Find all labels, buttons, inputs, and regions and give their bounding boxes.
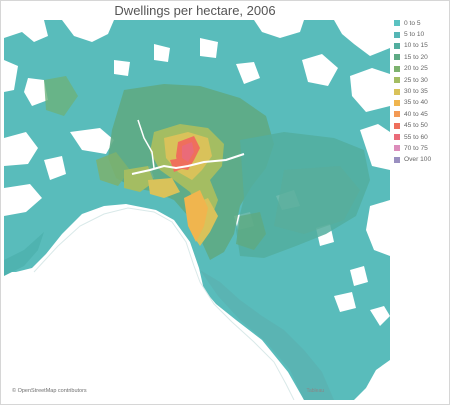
map-canvas[interactable] <box>4 20 390 400</box>
map-title: Dwellings per hectare, 2006 <box>114 3 276 18</box>
legend-item[interactable]: 70 to 75 <box>394 143 448 153</box>
legend-item[interactable]: 45 to 50 <box>394 121 448 131</box>
density-west-footscray <box>124 166 154 192</box>
legend-label: 5 to 10 <box>404 31 425 39</box>
map-logo: Tableau <box>306 388 324 394</box>
legend-item[interactable]: 25 to 30 <box>394 75 448 85</box>
density-port-melbourne <box>148 178 180 198</box>
legend-item[interactable]: 10 to 15 <box>394 41 448 51</box>
port-phillip-bay <box>34 208 294 400</box>
legend-item[interactable]: 5 to 10 <box>394 29 448 39</box>
density-55-60-core <box>182 142 194 162</box>
maribyrnong-river <box>137 119 155 169</box>
legend-swatch <box>394 134 400 141</box>
bay-coastline <box>33 207 295 400</box>
density-southeast-pocket <box>236 212 266 250</box>
legend-label: 70 to 75 <box>404 144 428 152</box>
legend-item[interactable]: 15 to 20 <box>394 52 448 62</box>
peninsula-land <box>200 270 334 400</box>
legend-swatch <box>394 54 400 61</box>
legend-swatch <box>394 99 400 106</box>
legend-label: 0 to 5 <box>404 19 421 27</box>
density-east-suburbs <box>274 166 360 234</box>
density-northwest <box>44 76 78 116</box>
legend-label: 15 to 20 <box>404 53 428 61</box>
legend-label: 20 to 25 <box>404 65 428 73</box>
legend-item[interactable]: 35 to 40 <box>394 98 448 108</box>
legend-item[interactable]: 40 to 45 <box>394 109 448 119</box>
map-attribution[interactable]: © OpenStreetMap contributors <box>10 388 89 394</box>
choropleth-map[interactable]: © OpenStreetMap contributors Tableau <box>4 20 390 400</box>
legend-label: 40 to 45 <box>404 110 428 118</box>
legend-item[interactable]: 55 to 60 <box>394 132 448 142</box>
map-legend: 0 to 5 5 to 10 10 to 15 15 to 20 20 to 25 25 … <box>394 18 448 166</box>
west-coast <box>4 232 44 276</box>
legend-swatch <box>394 145 400 152</box>
legend-label: 25 to 30 <box>404 76 428 84</box>
legend-swatch <box>394 42 400 49</box>
yarra-river <box>131 153 245 175</box>
legend-item[interactable]: 30 to 35 <box>394 86 448 96</box>
legend-swatch <box>394 156 400 163</box>
legend-label: 45 to 50 <box>404 122 428 130</box>
legend-swatch <box>394 122 400 129</box>
legend-swatch <box>394 31 400 38</box>
legend-label: 10 to 15 <box>404 42 428 50</box>
legend-label: 35 to 40 <box>404 99 428 107</box>
legend-swatch <box>394 77 400 84</box>
legend-item[interactable]: 20 to 25 <box>394 64 448 74</box>
legend-swatch <box>394 20 400 27</box>
legend-swatch <box>394 65 400 72</box>
legend-item[interactable]: 0 to 5 <box>394 18 448 28</box>
legend-label: 30 to 35 <box>404 88 428 96</box>
legend-item[interactable]: Over 100 <box>394 155 448 165</box>
density-west-pocket <box>96 152 130 186</box>
legend-swatch <box>394 111 400 118</box>
density-35-40-bayside <box>184 190 208 242</box>
legend-swatch <box>394 88 400 95</box>
legend-label: Over 100 <box>404 156 432 164</box>
legend-label: 55 to 60 <box>404 133 428 141</box>
